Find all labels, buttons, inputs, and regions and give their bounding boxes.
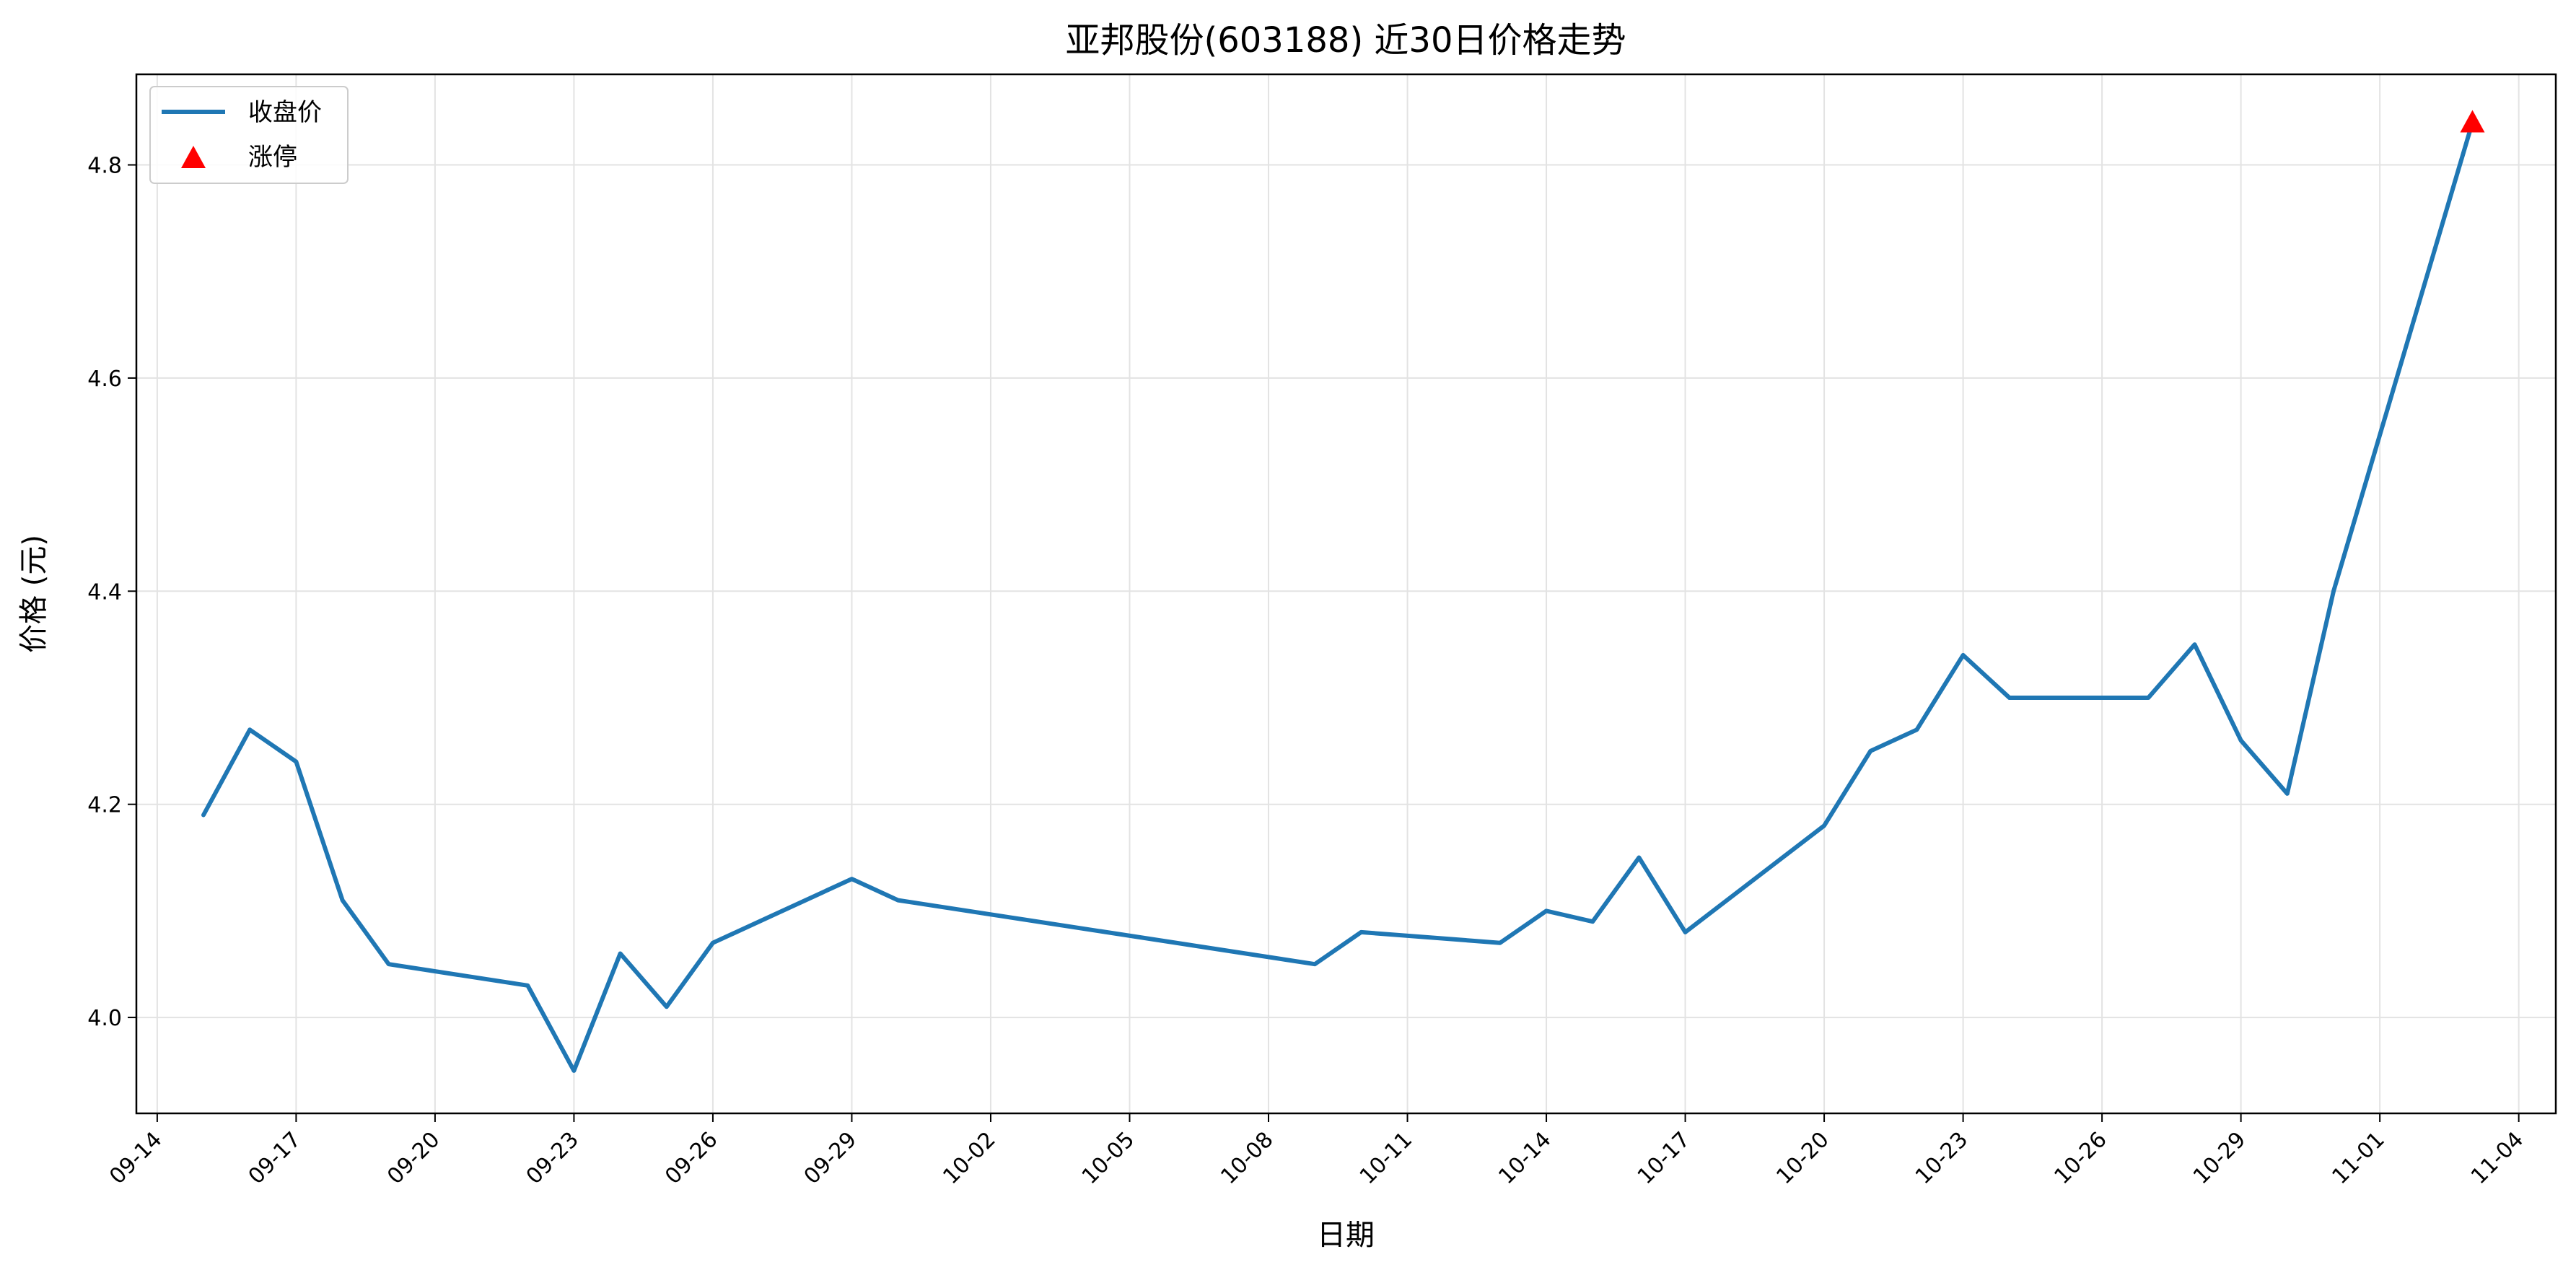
legend-triangle-swatch bbox=[181, 146, 206, 168]
series-layer bbox=[201, 110, 2485, 1073]
y-tick-label: 4.0 bbox=[87, 1006, 122, 1031]
y-tick-label: 4.2 bbox=[87, 793, 122, 818]
close-price-line bbox=[201, 120, 2475, 1073]
y-tick-label: 4.6 bbox=[87, 367, 122, 392]
chart-title: 亚邦股份(603188) 近30日价格走势 bbox=[1065, 20, 1626, 61]
plot-frame bbox=[135, 73, 2557, 1115]
grid bbox=[136, 74, 2556, 1113]
legend: 收盘价 涨停 bbox=[149, 86, 349, 184]
y-tick-label: 4.8 bbox=[87, 154, 122, 179]
y-axis-label: 价格 (元) bbox=[17, 535, 51, 653]
legend-label-close-price: 收盘价 bbox=[248, 98, 322, 127]
legend-label-limit-up: 涨停 bbox=[248, 143, 297, 172]
limit-up-marker bbox=[2460, 110, 2485, 133]
x-axis-label: 日期 bbox=[1317, 1219, 1375, 1252]
y-tick-label: 4.4 bbox=[87, 579, 122, 605]
